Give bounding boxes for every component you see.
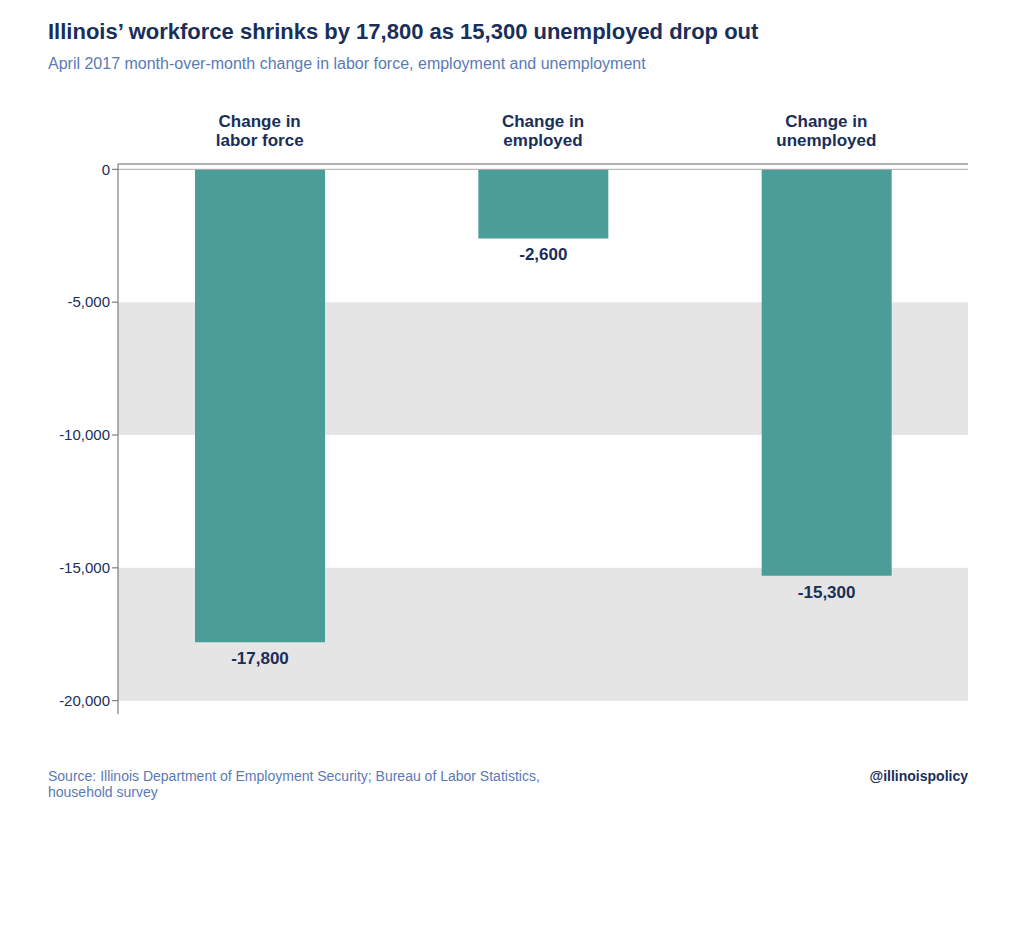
svg-text:-2,600: -2,600 — [519, 245, 567, 264]
svg-text:labor force: labor force — [216, 131, 304, 150]
svg-text:employed: employed — [503, 131, 582, 150]
svg-text:-17,800: -17,800 — [231, 649, 289, 668]
svg-text:0: 0 — [102, 161, 110, 178]
html-text:Illinois’ workforce shrinks by: Illinois’ workforce shrinks by 17,800 as… — [48, 19, 759, 44]
svg-text:Change in: Change in — [785, 112, 867, 131]
html-text:April 2017 month-over-month ch: April 2017 month-over-month change in la… — [48, 55, 646, 72]
html-text:Source: Illinois Department of: Source: Illinois Department of Employmen… — [48, 768, 540, 800]
svg-text:-10,000: -10,000 — [59, 426, 110, 443]
svg-text:Change in: Change in — [219, 112, 301, 131]
svg-text:-15,000: -15,000 — [59, 559, 110, 576]
svg-text:-20,000: -20,000 — [59, 692, 110, 709]
html-text:@illinoispolicy: @illinoispolicy — [869, 768, 968, 784]
svg-text:-5,000: -5,000 — [67, 293, 110, 310]
svg-text:-15,300: -15,300 — [798, 583, 856, 602]
svg-text:unemployed: unemployed — [776, 131, 876, 150]
svg-text:Change in: Change in — [502, 112, 584, 131]
